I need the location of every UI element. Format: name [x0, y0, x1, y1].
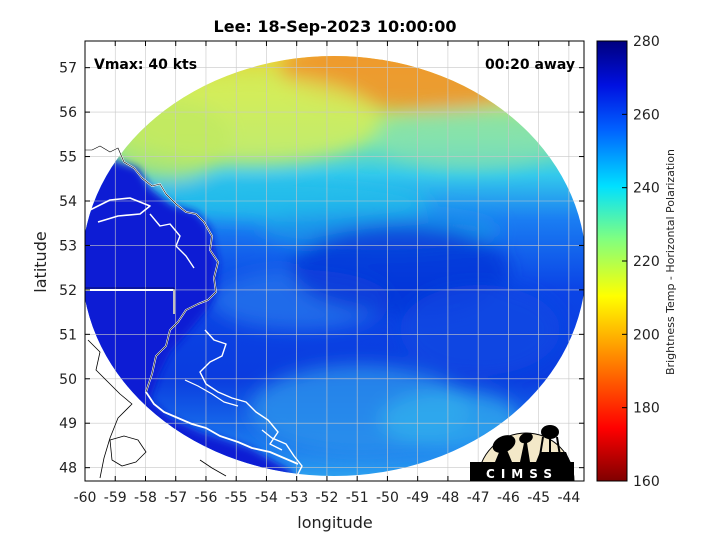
x-tick-label: -46 [497, 490, 520, 506]
x-tick-label: -59 [104, 490, 127, 506]
vmax-annotation: Vmax: 40 kts [94, 57, 197, 73]
x-tick-label: -51 [346, 490, 369, 506]
x-tick-label: -47 [467, 490, 490, 506]
colorbar-tick-label: 240 [633, 181, 660, 197]
y-tick-label: 51 [59, 327, 77, 343]
colorbar-tick-label: 220 [633, 254, 660, 270]
y-tick-label: 52 [59, 283, 77, 299]
time-away-annotation: 00:20 away [485, 57, 575, 73]
plot-frame [84, 40, 585, 482]
y-tick-label: 57 [59, 61, 77, 77]
x-tick-label: -49 [406, 490, 429, 506]
x-tick-label: -48 [436, 490, 459, 506]
x-tick-label: -55 [225, 490, 248, 506]
y-tick-label: 49 [59, 416, 77, 432]
figure-title: Lee: 18-Sep-2023 10:00:00 [214, 17, 457, 36]
colorbar-tick-label: 160 [633, 474, 660, 490]
x-axis-label: longitude [297, 513, 372, 532]
y-tick-label: 48 [59, 461, 77, 477]
y-tick-label: 55 [59, 150, 77, 166]
colorbar-ticks: 160 180 200 220 240 260 280 [622, 34, 660, 490]
y-tick-label: 56 [59, 105, 77, 121]
colorbar-tick-label: 200 [633, 327, 660, 343]
x-tick-label: -52 [316, 490, 339, 506]
y-tick-label: 53 [59, 238, 77, 254]
x-tick-label: -60 [74, 490, 97, 506]
cimss-logo-text: CIMSS [486, 467, 558, 481]
y-axis-ticks: 48 49 50 51 52 53 54 55 56 57 [59, 61, 584, 477]
x-tick-label: -58 [134, 490, 157, 506]
x-tick-label: -53 [285, 490, 308, 506]
y-tick-label: 50 [59, 372, 77, 388]
x-tick-label: -56 [195, 490, 218, 506]
colorbar-tick-label: 260 [633, 107, 660, 123]
colorbar-label: Brightness Temp - Horizontal Polarizatio… [664, 149, 677, 375]
x-tick-label: -57 [164, 490, 187, 506]
x-tick-label: -44 [557, 490, 580, 506]
colorbar-tick-label: 280 [633, 34, 660, 50]
x-tick-label: -54 [255, 490, 278, 506]
x-tick-label: -45 [527, 490, 550, 506]
y-tick-label: 54 [59, 194, 77, 210]
cimss-logo: CIMSS [470, 425, 575, 482]
y-axis-label: latitude [31, 231, 50, 292]
colorbar-tick-label: 180 [633, 401, 660, 417]
x-tick-label: -50 [376, 490, 399, 506]
coastlines [85, 145, 303, 479]
